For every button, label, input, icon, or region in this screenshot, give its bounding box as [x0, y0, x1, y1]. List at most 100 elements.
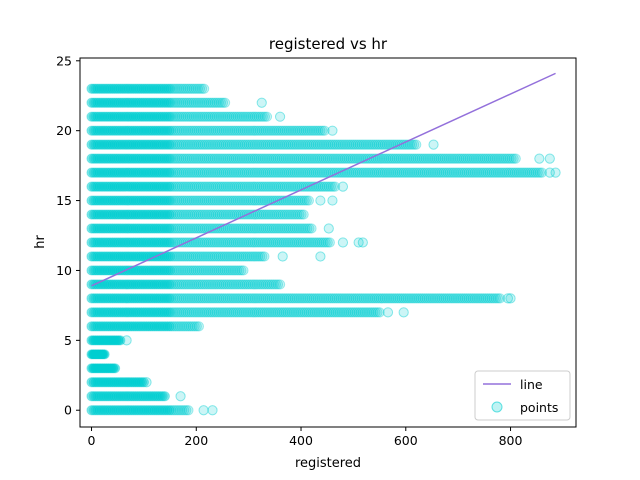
scatter-point	[374, 307, 385, 318]
scatter-point	[281, 181, 292, 192]
scatter-point	[264, 279, 275, 290]
scatter-point	[295, 167, 307, 178]
points-layer	[86, 83, 561, 416]
scatter-point	[96, 265, 108, 276]
scatter-point	[98, 335, 109, 346]
scatter-point	[87, 335, 98, 345]
scatter-point	[265, 307, 277, 318]
scatter-point	[321, 167, 332, 178]
scatter-point	[247, 223, 258, 234]
scatter-point	[434, 293, 445, 304]
scatter-point	[155, 405, 165, 415]
scatter-point	[152, 307, 162, 317]
scatter-point	[175, 391, 186, 402]
scatter-point	[191, 223, 202, 234]
scatter-point	[155, 391, 166, 402]
scatter-point	[152, 293, 162, 304]
scatter-point	[102, 321, 112, 331]
scatter-point	[283, 209, 295, 220]
scatter-point	[207, 237, 218, 248]
scatter-point	[126, 209, 136, 220]
scatter-point	[140, 391, 150, 401]
scatter-point	[350, 293, 361, 304]
scatter-point	[157, 195, 168, 206]
scatter-point	[107, 209, 118, 220]
scatter-point	[198, 251, 210, 262]
scatter-point	[210, 167, 221, 178]
scatter-point	[184, 307, 195, 318]
scatter-point	[344, 293, 355, 304]
scatter-point	[153, 181, 164, 192]
scatter-point	[119, 237, 131, 248]
scatter-point	[275, 209, 286, 220]
scatter-point	[101, 363, 112, 374]
scatter-point	[215, 307, 227, 318]
scatter-point	[165, 98, 175, 108]
scatter-point	[494, 293, 506, 304]
scatter-point	[191, 293, 202, 304]
scatter-point	[220, 307, 231, 318]
scatter-point	[145, 293, 156, 304]
scatter-point	[107, 279, 118, 290]
scatter-point	[165, 265, 175, 276]
scatter-point	[100, 265, 112, 276]
scatter-point	[474, 293, 485, 304]
scatter-point	[86, 349, 97, 359]
scatter-point	[159, 265, 170, 276]
scatter-point	[212, 167, 223, 178]
scatter-point	[233, 181, 244, 192]
scatter-point	[138, 167, 149, 178]
scatter-point	[88, 377, 98, 387]
scatter-point	[160, 405, 170, 415]
scatter-point	[203, 237, 214, 248]
scatter-point	[86, 181, 97, 192]
scatter-point	[209, 265, 220, 276]
scatter-point	[342, 293, 353, 304]
scatter-point	[151, 181, 162, 192]
scatter-point	[333, 293, 344, 304]
scatter-point	[316, 307, 327, 318]
scatter-point	[126, 391, 137, 402]
scatter-point	[143, 391, 153, 401]
scatter-point	[157, 279, 168, 290]
scatter-point	[270, 223, 281, 234]
scatter-point	[189, 181, 200, 192]
scatter-point	[147, 279, 157, 290]
scatter-point	[249, 167, 261, 178]
scatter-point	[107, 293, 118, 304]
scatter-point	[119, 223, 131, 234]
scatter-point	[109, 293, 120, 304]
scatter-point	[159, 181, 171, 192]
scatter-point	[90, 363, 101, 374]
scatter-point	[88, 195, 99, 206]
scatter-point	[151, 195, 162, 206]
scatter-point	[138, 293, 149, 304]
scatter-point	[292, 209, 303, 220]
scatter-point	[107, 265, 118, 276]
scatter-point	[356, 293, 367, 304]
scatter-point	[205, 195, 216, 206]
scatter-point	[421, 293, 432, 304]
scatter-point	[134, 265, 144, 276]
scatter-point	[210, 279, 221, 290]
scatter-point	[303, 307, 314, 318]
scatter-point	[254, 293, 265, 304]
scatter-point	[141, 405, 152, 415]
scatter-point	[222, 307, 233, 318]
scatter-point	[117, 181, 129, 192]
scatter-point	[96, 335, 107, 346]
scatter-point	[164, 405, 175, 416]
scatter-point	[274, 223, 286, 234]
scatter-point	[249, 279, 261, 290]
scatter-point	[396, 293, 407, 304]
scatter-point	[157, 209, 169, 220]
scatter-point	[113, 293, 123, 304]
scatter-point	[119, 251, 130, 262]
scatter-point	[331, 293, 342, 304]
scatter-point	[277, 209, 288, 220]
scatter-point	[130, 209, 141, 220]
scatter-point	[134, 195, 144, 206]
scatter-point	[92, 405, 102, 415]
scatter-point	[134, 307, 144, 317]
scatter-point	[307, 307, 318, 318]
